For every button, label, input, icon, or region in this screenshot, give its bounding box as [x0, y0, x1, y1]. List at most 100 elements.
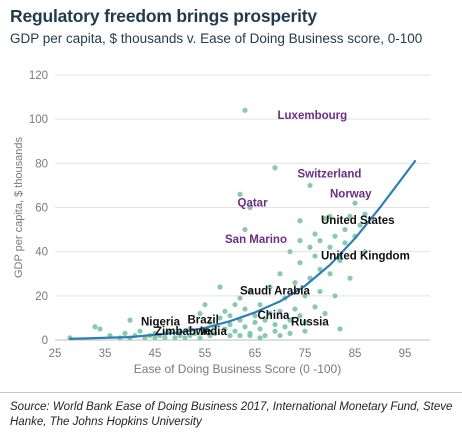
data-point: [322, 215, 328, 222]
point-label: China: [258, 310, 291, 322]
data-point: [127, 317, 133, 323]
data-point: [257, 335, 263, 341]
data-point: [317, 266, 323, 272]
data-point: [327, 271, 333, 277]
data-point: [237, 295, 243, 301]
point-label: Norway: [330, 189, 372, 201]
data-point: [222, 326, 228, 332]
point-label: San Marino: [225, 234, 287, 246]
y-tick-label: 60: [35, 203, 48, 215]
data-point: [332, 233, 338, 239]
x-axis-label: Ease of Doing Business Score (0 -100): [134, 362, 341, 376]
data-point: [272, 328, 278, 334]
y-tick-label: 0: [42, 335, 48, 347]
point-label: Luxembourg: [278, 110, 348, 122]
data-point: [247, 332, 253, 339]
data-point: [232, 328, 238, 334]
data-point: [232, 302, 238, 308]
x-tick-label: 95: [399, 348, 412, 360]
data-point: [252, 313, 258, 319]
source-note: Source: World Bank Ease of Doing Busines…: [10, 401, 453, 428]
data-point: [192, 330, 198, 336]
point-label: Brazil: [188, 314, 219, 326]
data-point: [257, 302, 263, 308]
point-label: Nigeria: [141, 317, 181, 329]
data-point: [177, 332, 183, 339]
point-label: Saudi Arabia: [240, 286, 310, 298]
data-point: [207, 332, 213, 339]
data-point: [277, 332, 283, 339]
y-tick-label: 80: [35, 158, 48, 170]
x-tick-label: 85: [349, 348, 362, 360]
x-tick-label: 75: [299, 348, 312, 360]
y-tick-label: 120: [29, 70, 48, 82]
data-point: [282, 324, 288, 330]
data-point: [302, 328, 308, 334]
data-point: [312, 231, 318, 237]
data-point: [202, 302, 208, 308]
data-point: [137, 328, 143, 334]
data-point: [337, 326, 343, 332]
data-point: [172, 335, 178, 341]
data-point: [237, 191, 243, 197]
data-point: [272, 321, 278, 328]
data-point: [322, 310, 328, 317]
data-point: [337, 257, 343, 264]
data-point: [312, 253, 318, 259]
data-point: [297, 218, 303, 224]
chart-subtitle: GDP per capita, $ thousands v. Ease of D…: [10, 31, 423, 46]
data-point: [152, 335, 158, 341]
data-point: [262, 332, 268, 339]
point-label: India: [200, 326, 227, 338]
data-point: [242, 306, 248, 312]
point-label: Qatar: [238, 197, 269, 209]
data-point: [302, 293, 308, 299]
data-point: [327, 244, 333, 250]
data-point: [307, 244, 313, 250]
data-point: [287, 330, 293, 336]
data-point: [162, 335, 168, 341]
data-point: [242, 226, 248, 233]
divider: [0, 392, 462, 393]
data-point: [267, 310, 273, 317]
point-label: Russia: [291, 317, 329, 329]
data-point: [312, 304, 318, 310]
point-label: Zimbabwe: [155, 326, 211, 338]
data-point: [97, 326, 103, 332]
data-point: [307, 182, 313, 189]
data-point: [247, 288, 253, 295]
y-tick-label: 20: [35, 291, 48, 303]
data-point: [197, 335, 203, 341]
data-point: [182, 335, 188, 341]
chart-title: Regulatory freedom brings prosperity: [10, 6, 317, 26]
x-tick-label: 65: [249, 348, 262, 360]
data-point: [257, 326, 263, 332]
data-point: [197, 310, 203, 317]
data-point: [202, 328, 208, 334]
data-point: [317, 288, 323, 295]
point-label: United Kingdom: [321, 250, 410, 262]
data-point: [187, 332, 193, 339]
data-point: [342, 226, 348, 233]
data-point: [287, 249, 293, 255]
data-point: [327, 213, 333, 219]
data-point: [122, 330, 128, 336]
data-point: [227, 313, 233, 319]
point-label: Switzerland: [298, 169, 362, 181]
y-tick-label: 40: [35, 247, 48, 259]
scatter-chart: 0 20 40 60 80 100 120 25 35 45 55 65 75 85 95 Ease of D…: [13, 70, 430, 376]
data-point: [237, 332, 243, 339]
data-point: [242, 324, 248, 330]
x-tick-label: 45: [149, 348, 162, 360]
data-point: [352, 200, 358, 206]
y-tick-label: 100: [29, 114, 48, 126]
data-point: [292, 306, 298, 312]
data-point: [247, 204, 253, 211]
data-point: [297, 313, 303, 319]
data-point: [297, 238, 303, 244]
data-point: [362, 211, 368, 217]
data-point: [302, 319, 308, 325]
trendline: [68, 160, 417, 340]
data-point: [362, 249, 368, 255]
data-point: [92, 324, 98, 330]
